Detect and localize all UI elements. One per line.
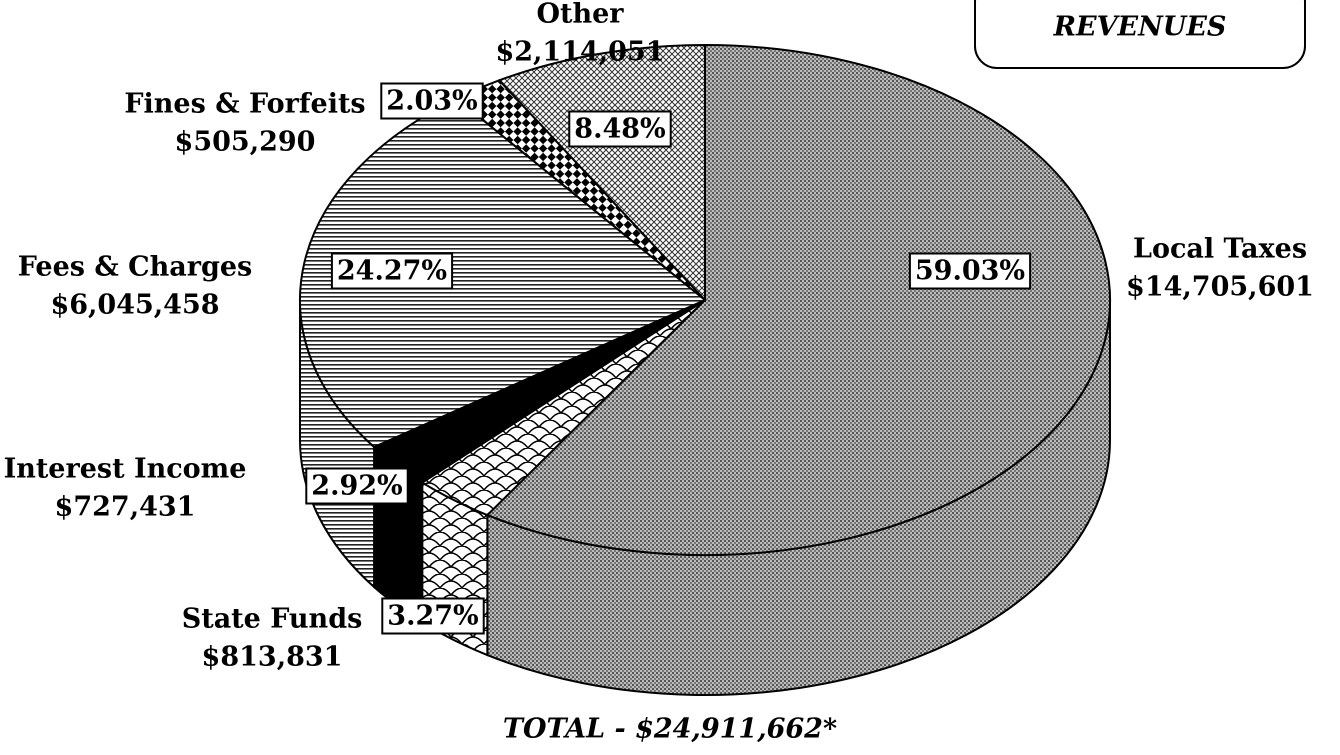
value-label: 2.03% — [386, 86, 477, 117]
value-label: 24.27% — [337, 256, 447, 287]
category-label: Fees & Charges — [18, 252, 253, 283]
slice-top — [497, 43, 706, 303]
slice — [485, 43, 1111, 696]
value-label: 3.27% — [387, 601, 478, 632]
category-label: State Funds — [182, 604, 363, 635]
amount-label: $813,831 — [202, 642, 343, 673]
slice — [497, 43, 706, 303]
value-label-box — [381, 597, 485, 635]
category-label: Local Taxes — [1133, 234, 1307, 265]
value-label-box — [380, 82, 484, 120]
value-label-box — [908, 252, 1032, 290]
value-label-box — [305, 467, 409, 505]
value-label: 2.92% — [311, 471, 402, 502]
value-label: 8.48% — [574, 114, 665, 145]
amount-label: $505,290 — [175, 127, 316, 158]
amount-label: $14,705,601 — [1126, 272, 1314, 303]
category-label: Other — [536, 0, 624, 30]
value-label: 59.03% — [915, 256, 1025, 287]
footer: TOTAL - $24,911,662* — [503, 714, 837, 745]
amount-label: $727,431 — [55, 492, 196, 523]
category-label: Interest Income — [4, 454, 247, 485]
amount-label: $6,045,458 — [50, 290, 219, 321]
slice — [299, 97, 707, 590]
slice-top — [485, 43, 1111, 556]
slice-top — [299, 97, 707, 449]
title-box — [974, 0, 1306, 69]
value-label-box — [330, 252, 454, 290]
value-label-box — [568, 110, 672, 148]
chart-title: REVENUES — [1053, 12, 1227, 43]
amount-label: $2,114,051 — [495, 37, 664, 68]
category-label: Fines & Forfeits — [124, 89, 365, 120]
